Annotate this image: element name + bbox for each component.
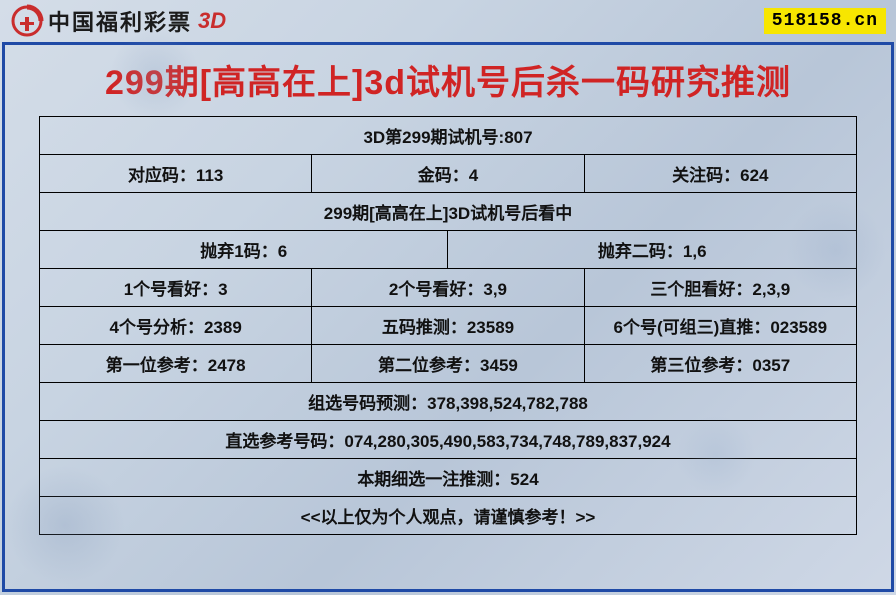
cell-six: 6个号(可组三)直推：023589 (584, 307, 856, 345)
cell-four: 4个号分析：2389 (40, 307, 312, 345)
table-row: 4个号分析：2389 五码推测：23589 6个号(可组三)直推：023589 (40, 307, 857, 345)
data-table: 3D第299期试机号:807 对应码：113 金码：4 关注码：624 299期… (39, 116, 857, 535)
cell-disclaimer: <<以上仅为个人观点，请谨慎参考！>> (40, 497, 857, 535)
cwl-logo-icon (10, 4, 44, 38)
table-row: 组选号码预测：378,398,524,782,788 (40, 383, 857, 421)
cell-pos1: 第一位参考：2478 (40, 345, 312, 383)
cell-zhixuan: 直选参考号码：074,280,305,490,583,734,748,789,8… (40, 421, 857, 459)
site-url-badge: 518158.cn (764, 8, 886, 34)
cell-guanzhu: 关注码：624 (584, 155, 856, 193)
cell-jinma: 金码：4 (312, 155, 584, 193)
cell-pos2: 第二位参考：3459 (312, 345, 584, 383)
cell-zuxuan: 组选号码预测：378,398,524,782,788 (40, 383, 857, 421)
cell-test-number: 3D第299期试机号:807 (40, 117, 857, 155)
top-bar: 中国福利彩票 3D 518158.cn (0, 0, 896, 40)
cell-five: 五码推测：23589 (312, 307, 584, 345)
brand: 中国福利彩票 3D (10, 4, 226, 38)
table-row: 第一位参考：2478 第二位参考：3459 第三位参考：0357 (40, 345, 857, 383)
table-row: 对应码：113 金码：4 关注码：624 (40, 155, 857, 193)
cell-discard1: 抛弃1码：6 (40, 231, 448, 269)
table-row: 本期细选一注推测：524 (40, 459, 857, 497)
table-row: 直选参考号码：074,280,305,490,583,734,748,789,8… (40, 421, 857, 459)
cell-pick2: 2个号看好：3,9 (312, 269, 584, 307)
cell-pick1: 1个号看好：3 (40, 269, 312, 307)
table-row: 抛弃1码：6 抛弃二码：1,6 (40, 231, 857, 269)
table-row: 3D第299期试机号:807 (40, 117, 857, 155)
table-row: 299期[高高在上]3D试机号后看中 (40, 193, 857, 231)
cell-final: 本期细选一注推测：524 (40, 459, 857, 497)
cell-duiying: 对应码：113 (40, 155, 312, 193)
cell-subtitle: 299期[高高在上]3D试机号后看中 (40, 193, 857, 231)
cell-discard2: 抛弃二码：1,6 (448, 231, 857, 269)
content-frame: 299期[高高在上]3d试机号后杀一码研究推测 3D第299期试机号:807 对… (2, 42, 894, 592)
page-title: 299期[高高在上]3d试机号后杀一码研究推测 (5, 45, 891, 116)
table-row: <<以上仅为个人观点，请谨慎参考！>> (40, 497, 857, 535)
table-row: 1个号看好：3 2个号看好：3,9 三个胆看好：2,3,9 (40, 269, 857, 307)
cell-pos3: 第三位参考：0357 (584, 345, 856, 383)
brand-text: 中国福利彩票 (48, 5, 192, 37)
cell-pick3: 三个胆看好：2,3,9 (584, 269, 856, 307)
brand-3d: 3D (198, 8, 226, 34)
